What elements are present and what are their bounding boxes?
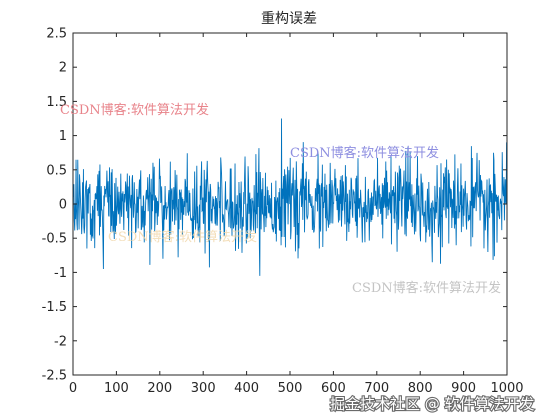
x-tick-label: 800	[408, 381, 433, 396]
y-tick-label: 0.5	[46, 163, 67, 178]
y-tick-label: -2	[54, 334, 67, 349]
y-tick-label: -1	[54, 266, 67, 281]
watermark-lower-right: CSDN博客:软件算法开发	[352, 280, 501, 296]
footer-watermark: 掘金技术社区 @ 软件算法开发	[330, 395, 535, 413]
y-tick-label: 2	[59, 61, 67, 76]
x-tick-label: 400	[234, 381, 259, 396]
x-tick-label: 1000	[490, 381, 523, 396]
x-tick-label: 200	[147, 381, 172, 396]
x-tick-label: 600	[321, 381, 346, 396]
y-tick-label: 1.5	[46, 95, 67, 110]
watermark-lower-left: CSDN博客:软件算法开发	[108, 229, 257, 245]
y-tick-label: 0	[59, 198, 67, 213]
y-tick-label: -2.5	[42, 369, 67, 384]
chart-title: 重构误差	[261, 11, 317, 27]
watermark-layer: CSDN博客:软件算法开发 CSDN博客:软件算法开发 CSDN博客:软件算法开…	[60, 102, 501, 296]
x-tick-label: 100	[104, 381, 129, 396]
y-tick-label: 1	[59, 129, 67, 144]
y-axis: 2.5 2 1.5 1 0.5 0 -0.5 -1 -1.5 -2 -2.5	[42, 27, 507, 384]
x-tick-label: 0	[69, 381, 77, 396]
x-axis: 0 100 200 300 400 500 600 700 800 900 1000	[69, 33, 524, 396]
x-tick-label: 900	[451, 381, 476, 396]
watermark-top-left: CSDN博客:软件算法开发	[60, 102, 209, 118]
y-tick-label: -0.5	[42, 232, 67, 247]
x-tick-label: 700	[364, 381, 389, 396]
y-tick-label: -1.5	[42, 300, 67, 315]
x-tick-label: 500	[278, 381, 303, 396]
series-layer	[72, 118, 508, 276]
watermark-center: CSDN博客:软件算法开发	[290, 145, 439, 161]
y-tick-label: 2.5	[46, 27, 67, 42]
error-series-line	[72, 118, 508, 276]
x-tick-label: 300	[191, 381, 216, 396]
